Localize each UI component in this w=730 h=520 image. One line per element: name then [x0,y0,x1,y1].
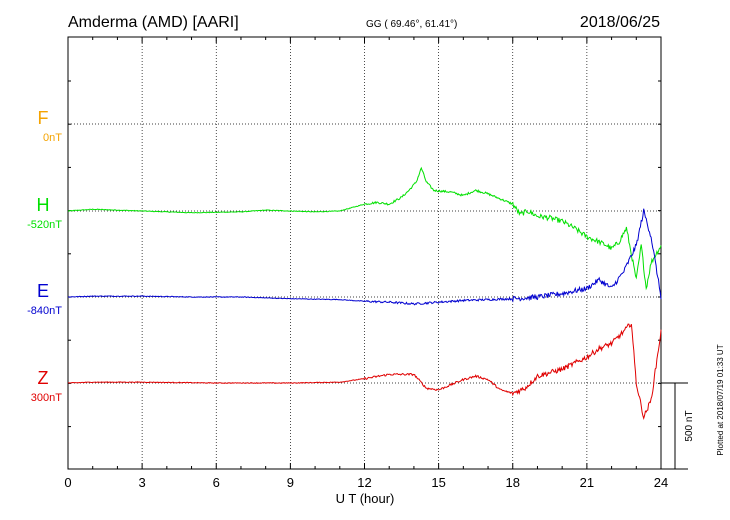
grid-lines [68,37,661,469]
x-tick-label: 9 [287,475,294,490]
x-tick-label: 21 [580,475,594,490]
x-tick-label: 18 [506,475,520,490]
x-axis-label: U T (hour) [336,491,395,506]
date-label: 2018/06/25 [580,14,660,31]
baseline-label-E: -840nT [27,305,62,317]
channel-label-Z: Z [38,368,49,388]
trace-E [68,208,662,306]
x-tick-label: 24 [654,475,668,490]
channel-label-H: H [37,195,50,215]
geo-coordinates: GG ( 69.46°, 61.41°) [366,19,457,30]
scale-bar: 500 nT [661,382,695,470]
baseline-label-H: -520nT [27,219,62,231]
channel-label-F: F [38,108,49,128]
x-tick-label: 0 [64,475,71,490]
x-tick-label: 15 [431,475,445,490]
x-tick-labels: 0 3 6 9 12 15 18 21 24 [64,475,668,490]
trace-Z [68,323,662,421]
plotted-timestamp: Plotted at 2018/07/19 01:33 UT [716,344,725,455]
x-tick-label: 6 [213,475,220,490]
trace-H [67,166,662,291]
scale-bar-label: 500 nT [684,410,695,441]
station-title: Amderma (AMD) [AARI] [68,14,239,31]
axis-ticks [67,37,662,469]
x-tick-label: 3 [139,475,146,490]
baseline-label-Z: 300nT [31,392,62,404]
channel-traces [67,166,662,421]
x-tick-label: 12 [357,475,371,490]
baseline-label-F: 0nT [43,132,62,144]
channel-label-E: E [37,281,49,301]
